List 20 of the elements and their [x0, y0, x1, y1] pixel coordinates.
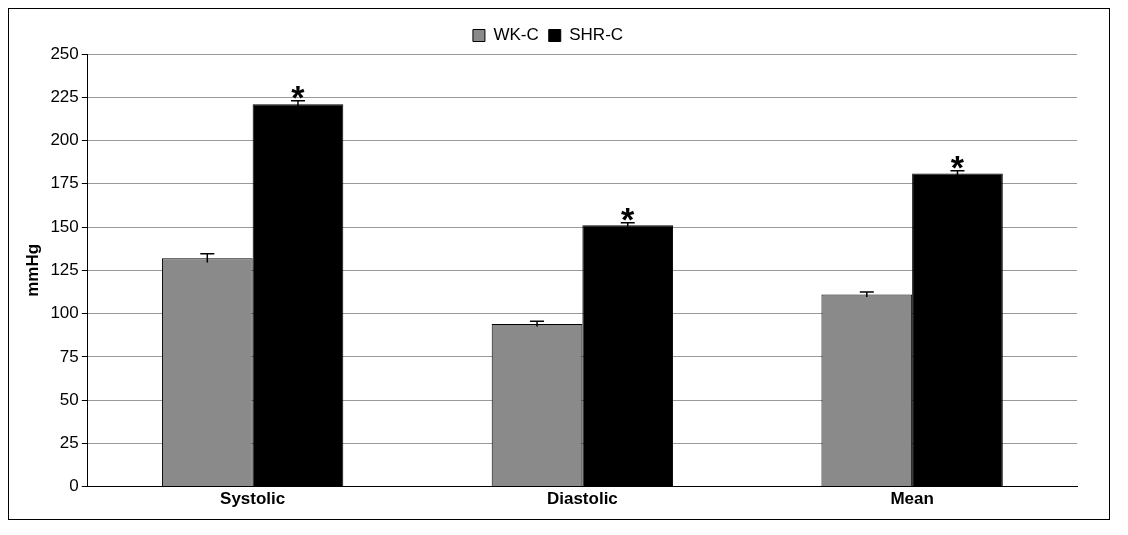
y-tick-label: 100 — [50, 303, 79, 323]
y-tick-label: 175 — [50, 173, 79, 193]
y-tick-label: 75 — [59, 346, 79, 366]
y-tick-label: 200 — [50, 130, 79, 150]
y-axis-title: mmHg — [22, 243, 42, 297]
legend-label: SHR-C — [569, 25, 624, 45]
x-tick-label: Systolic — [220, 489, 286, 509]
legend-label: WK-C — [493, 25, 539, 45]
y-tick-label: 125 — [50, 259, 79, 279]
y-tick-label: 25 — [59, 433, 79, 453]
y-tick-label: 150 — [50, 216, 79, 236]
y-tick-label: 225 — [50, 86, 79, 106]
annotation: * — [950, 147, 965, 186]
y-tick-label: 50 — [59, 389, 79, 409]
y-tick-label: 0 — [69, 476, 79, 496]
annotation: * — [621, 199, 636, 238]
y-tick-label: 250 — [50, 43, 79, 63]
annotation: * — [291, 77, 306, 116]
x-tick-label: Mean — [890, 489, 934, 509]
x-tick-label: Diastolic — [546, 489, 618, 509]
